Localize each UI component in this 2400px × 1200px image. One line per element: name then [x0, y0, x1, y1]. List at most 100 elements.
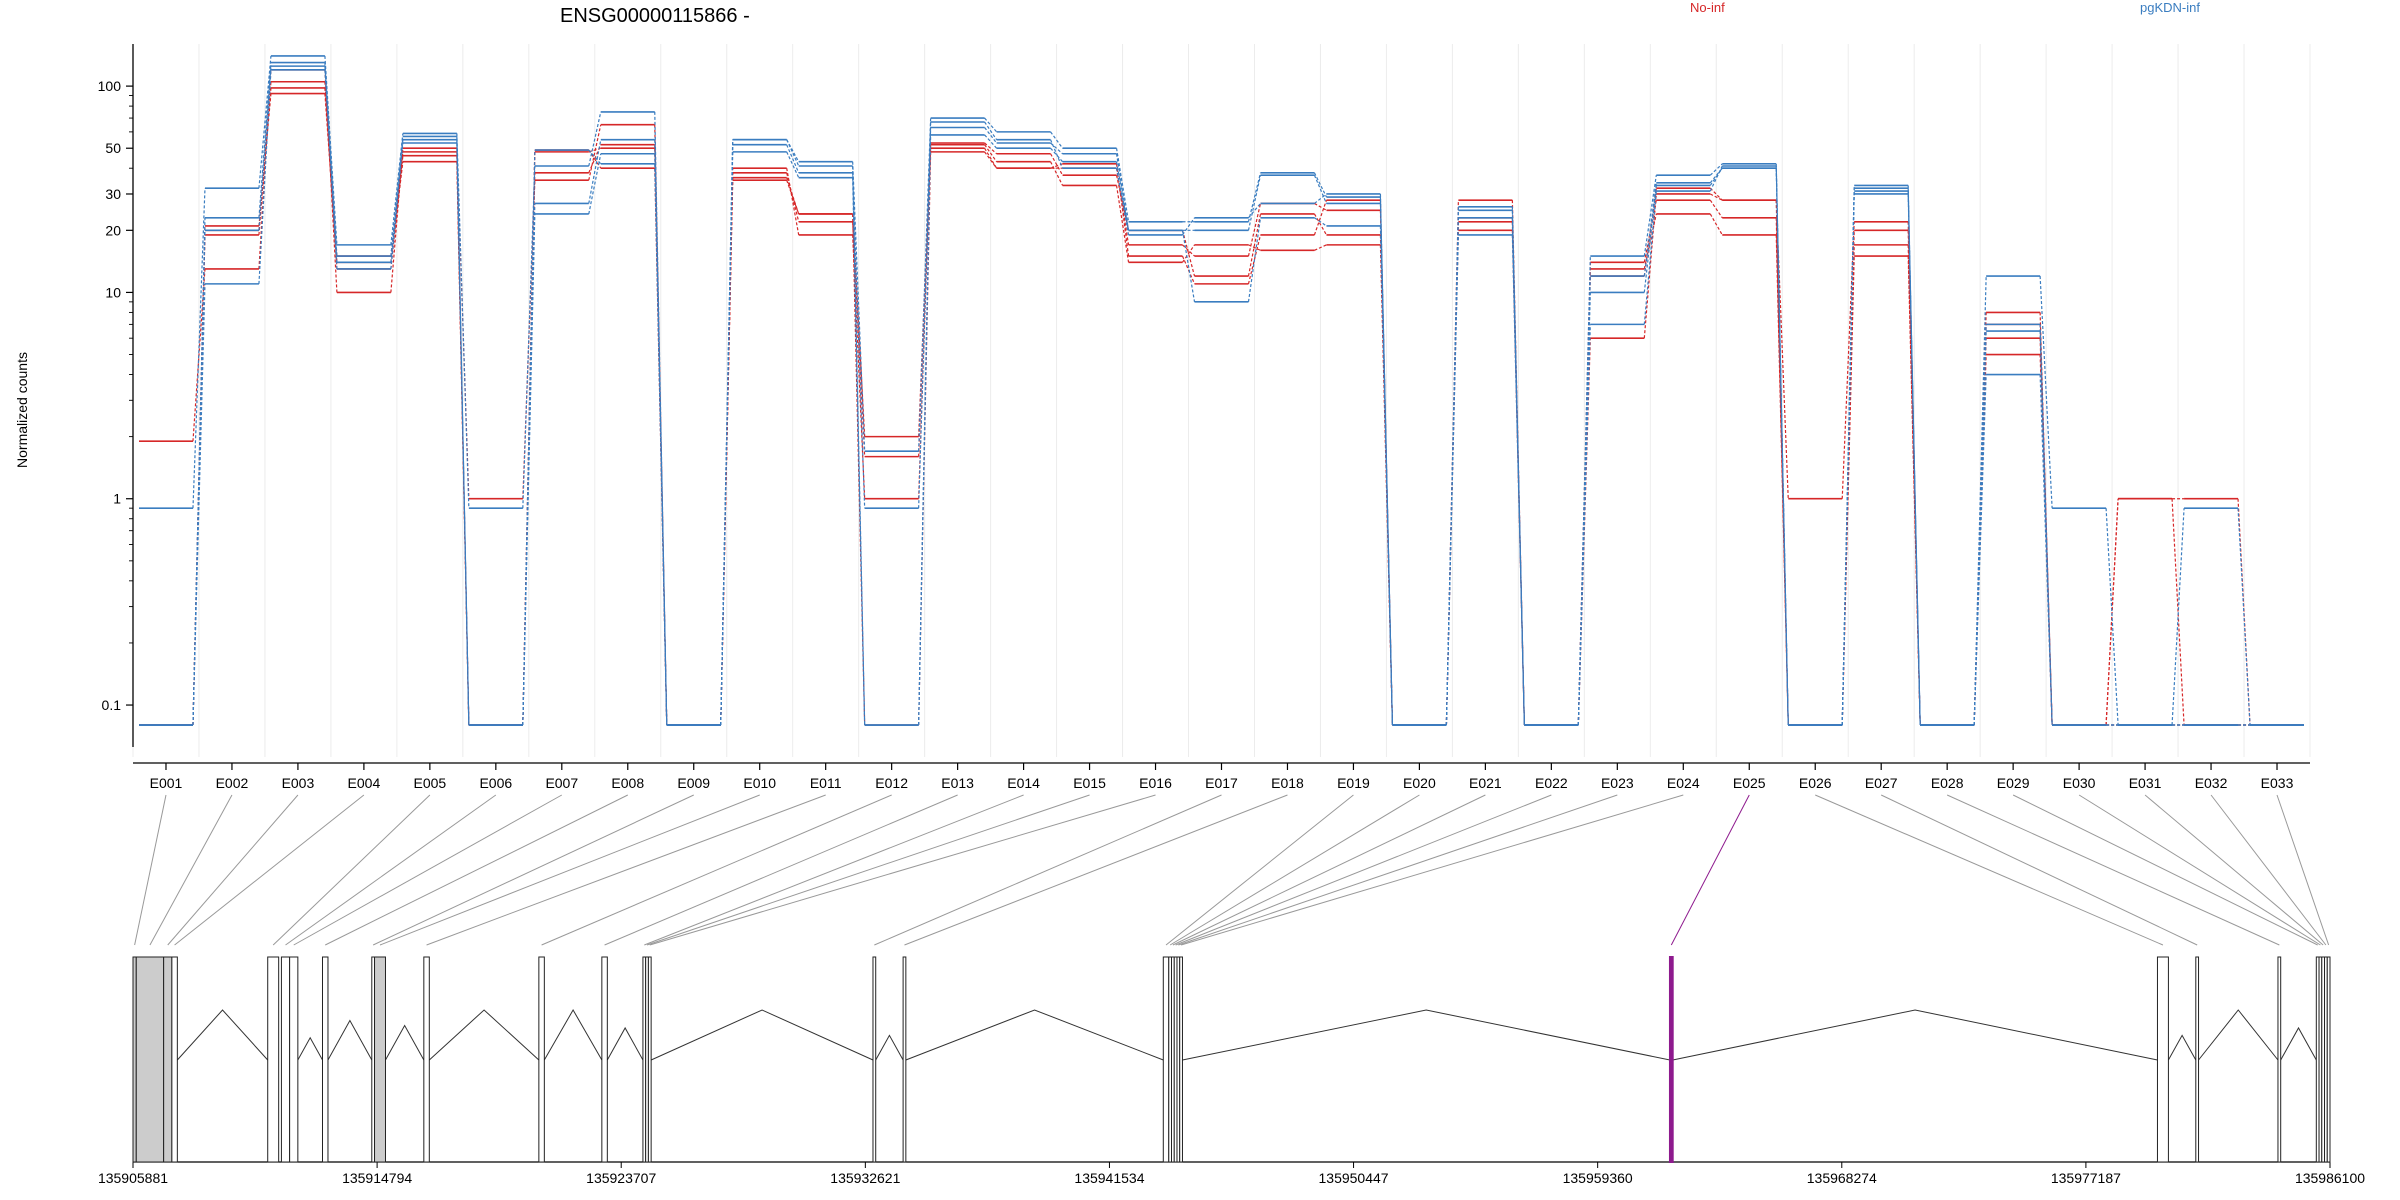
exon-connector	[874, 794, 1222, 946]
y-tick-label: 100	[98, 78, 122, 94]
exon-block	[321, 956, 329, 1163]
series-connector	[1181, 230, 1196, 302]
series-connector	[786, 168, 800, 236]
series-connector	[1577, 324, 1591, 726]
intron-line	[650, 1009, 874, 1061]
genomic-tick-label: 135959360	[1563, 1170, 1633, 1186]
series-connector	[1709, 187, 1723, 201]
intron-line	[606, 1026, 644, 1061]
exon-block	[872, 956, 877, 1163]
exon-connector	[2210, 794, 2327, 946]
series-connector	[1313, 199, 1328, 236]
exon-block	[538, 956, 545, 1163]
series-connector	[984, 151, 998, 169]
series-connector	[2039, 276, 2053, 509]
series-connector	[984, 121, 998, 141]
exon-block	[135, 956, 165, 1163]
series-connector	[2171, 498, 2185, 726]
series-connector	[1115, 168, 1130, 236]
exon-block	[423, 956, 430, 1163]
series-connector	[1643, 182, 1657, 277]
exon-connector	[1815, 794, 2164, 946]
series-connector	[1115, 185, 1130, 263]
series-connector	[1050, 161, 1064, 186]
genomic-tick-label: 135977187	[2051, 1170, 2121, 1186]
series-connector	[1314, 217, 1327, 227]
y-tick-label: 50	[105, 140, 121, 156]
series-connector	[1247, 217, 1262, 302]
series-connector	[654, 163, 668, 726]
series-connector	[390, 142, 404, 269]
series-4	[139, 55, 2304, 726]
series-connector	[1841, 188, 1855, 726]
series-connector	[1182, 244, 1196, 263]
series-connector	[1643, 213, 1657, 270]
exon-connector	[1169, 794, 1420, 946]
x-tick-label: E026	[1799, 775, 1832, 791]
series-connector	[1314, 244, 1327, 251]
exon-connector	[2144, 794, 2324, 946]
series-connector	[324, 66, 338, 269]
series-connector	[1182, 244, 1195, 257]
intron-line	[428, 1009, 540, 1061]
intron-line	[905, 1009, 1164, 1061]
x-tick-label: E007	[545, 775, 578, 791]
series-connector	[1313, 172, 1327, 198]
x-tick-label: E030	[2063, 775, 2096, 791]
gene-model: 135905881 135914794 135923707 135932621 1359…	[98, 956, 2365, 1186]
series-0	[139, 68, 2304, 726]
exon-connector	[149, 794, 233, 946]
series-5	[139, 61, 2304, 726]
exon-connector	[293, 794, 563, 946]
genomic-tick-label: 135950447	[1319, 1170, 1389, 1186]
x-tick-label: E024	[1667, 775, 1700, 791]
genomic-tick-label: 135932621	[830, 1170, 900, 1186]
genomic-tick-label: 135923707	[586, 1170, 656, 1186]
series-connector	[984, 127, 998, 144]
x-tick-label: E006	[479, 775, 512, 791]
series-connector	[1050, 139, 1064, 169]
exon-connector	[2276, 794, 2330, 946]
series-connector	[258, 66, 272, 231]
series-connector	[1313, 174, 1328, 204]
genomic-tick-label: 135941534	[1074, 1170, 1144, 1186]
y-tick-label: 30	[105, 186, 121, 202]
exon-connector	[644, 794, 1024, 946]
exon-block	[601, 956, 608, 1163]
series-connector	[1248, 203, 1261, 219]
series-connector	[984, 147, 998, 169]
series-connector	[1709, 193, 1723, 201]
series-connector	[1643, 185, 1657, 293]
series-connector	[456, 133, 470, 509]
series-connector	[192, 188, 206, 509]
series-6	[139, 68, 2304, 726]
y-tick-label: 10	[105, 284, 121, 300]
exon-block	[280, 956, 291, 1163]
series-connector	[1181, 255, 1196, 285]
exon-block	[1162, 956, 1170, 1163]
series-connector	[1247, 203, 1262, 257]
series-connector	[258, 69, 272, 284]
x-tick-label: E018	[1271, 775, 1304, 791]
series-connector	[1247, 172, 1262, 222]
x-tick-label: E015	[1073, 775, 1106, 791]
exon-block	[171, 956, 178, 1163]
series-connector	[786, 144, 800, 174]
series-connector	[1247, 213, 1262, 277]
x-tick-label: E016	[1139, 775, 1172, 791]
series-connector	[786, 172, 800, 222]
x-tick-label: E032	[2195, 775, 2228, 791]
exon-connector	[325, 794, 628, 946]
x-tick-label: E004	[348, 775, 381, 791]
series-connector	[1973, 331, 1987, 726]
x-tick-label: E028	[1931, 775, 1964, 791]
series-connector	[1709, 199, 1723, 219]
x-tick-label: E009	[677, 775, 710, 791]
series-connector	[1115, 148, 1130, 222]
series-connector	[2105, 498, 2119, 726]
intron-line	[1182, 1009, 1671, 1061]
exon-block	[2195, 956, 2200, 1163]
series-connector	[1247, 175, 1262, 231]
series-connector	[1314, 202, 1327, 211]
series-connector	[1248, 244, 1261, 251]
